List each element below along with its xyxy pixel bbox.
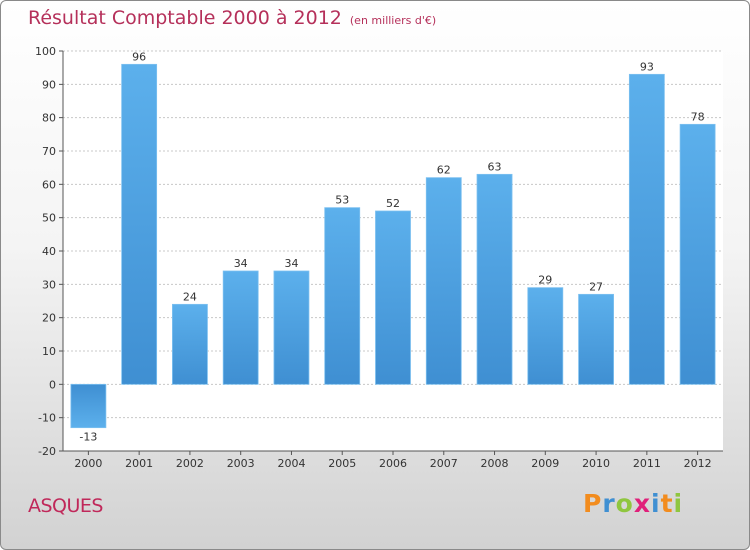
- data-label-2002: 24: [183, 290, 197, 303]
- logo-letter: i: [651, 489, 661, 518]
- x-tick-label: 2009: [531, 457, 559, 470]
- y-tick-label: 70: [42, 145, 56, 158]
- x-tick-label: 2006: [379, 457, 407, 470]
- bar-2006: [375, 210, 411, 385]
- logo-letter: P: [583, 489, 603, 518]
- bar-2008: [476, 173, 513, 385]
- y-tick-label: 40: [42, 245, 56, 258]
- data-label-2001: 96: [132, 50, 146, 63]
- logo-letter: o: [615, 489, 634, 518]
- y-tick-label: 0: [49, 378, 56, 391]
- x-tick-label: 2012: [684, 457, 712, 470]
- bar-2007: [425, 177, 462, 385]
- y-tick-label: 30: [42, 278, 56, 291]
- data-label-2005: 53: [335, 194, 349, 207]
- x-tick-label: 2003: [227, 457, 255, 470]
- x-tick-label: 2004: [277, 457, 305, 470]
- bar-2004: [273, 270, 310, 385]
- data-label-2010: 27: [589, 280, 603, 293]
- y-tick-label: 50: [42, 212, 56, 225]
- y-tick-label: -10: [38, 412, 56, 425]
- x-tick-label: 2001: [125, 457, 153, 470]
- data-label-2003: 34: [234, 257, 248, 270]
- logo-letter: x: [633, 489, 651, 518]
- x-tick-label: 2005: [328, 457, 356, 470]
- bar-2011: [628, 73, 665, 385]
- bar-2010: [578, 293, 614, 385]
- data-label-2004: 34: [284, 257, 298, 270]
- bar-2000: [70, 383, 107, 429]
- bar-2005: [324, 207, 361, 385]
- data-label-2007: 62: [437, 164, 451, 177]
- bar-2003: [222, 270, 259, 385]
- x-tick-label: 2007: [430, 457, 458, 470]
- data-label-2000: -13: [79, 431, 97, 444]
- data-label-2008: 63: [488, 160, 502, 173]
- data-label-2006: 52: [386, 197, 400, 210]
- bar-2001: [121, 63, 158, 385]
- bar-2009: [527, 287, 564, 385]
- data-label-2011: 93: [640, 60, 654, 73]
- place-name: ASQUES: [28, 495, 104, 517]
- chart-title: Résultat Comptable 2000 à 2012 (en millie…: [28, 7, 436, 29]
- data-label-2009: 29: [538, 274, 552, 287]
- y-tick-label: 80: [42, 112, 56, 125]
- y-tick-label: 60: [42, 178, 56, 191]
- y-tick-label: 10: [42, 345, 56, 358]
- logo-letter: i: [673, 489, 684, 518]
- data-label-2012: 78: [691, 110, 705, 123]
- chart-unit-label: (en milliers d'€): [349, 14, 437, 27]
- x-tick-label: 2008: [481, 457, 509, 470]
- y-tick-label: 20: [42, 312, 56, 325]
- proxiti-logo: Proxiti: [583, 489, 683, 518]
- x-tick-label: 2002: [176, 457, 204, 470]
- bar-2012: [679, 123, 716, 385]
- chart-title-text: Résultat Comptable 2000 à 2012: [28, 7, 342, 29]
- y-tick-label: 90: [42, 78, 56, 91]
- x-tick-label: 2011: [633, 457, 661, 470]
- x-tick-label: 2000: [74, 457, 102, 470]
- y-tick-label: -20: [38, 445, 56, 458]
- logo-letter: r: [602, 489, 616, 518]
- x-tick-label: 2010: [582, 457, 610, 470]
- y-tick-label: 100: [35, 45, 56, 58]
- bar-2002: [172, 303, 208, 385]
- logo-letter: t: [660, 489, 674, 518]
